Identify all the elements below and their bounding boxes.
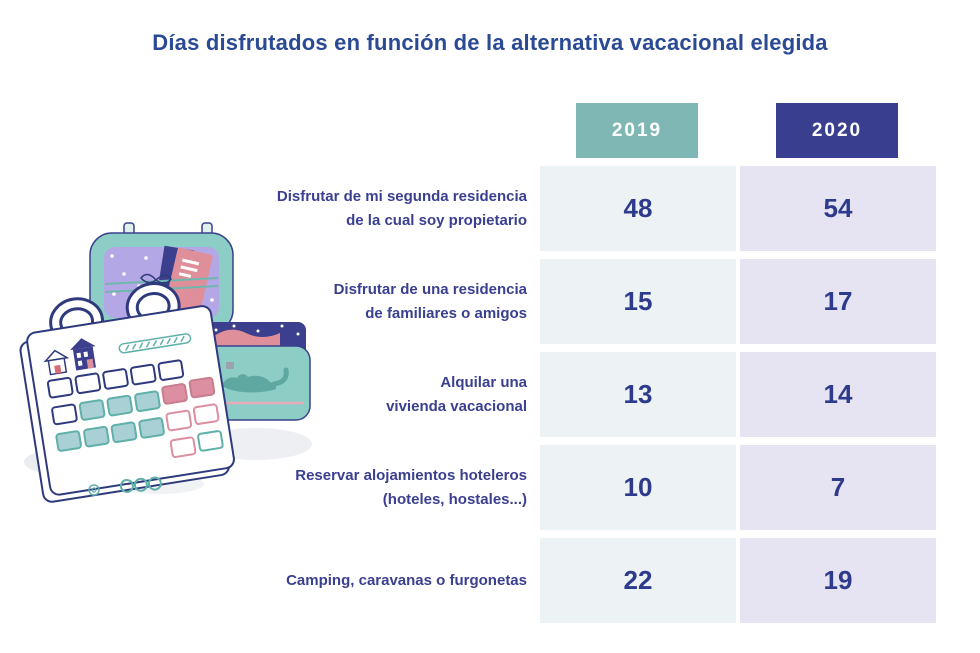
row-label: Disfrutar de una residencia de familiare…: [150, 259, 527, 344]
column-header-2019: 2019: [576, 103, 698, 158]
ruled-bar: [118, 333, 192, 354]
row-label: Disfrutar de mi segunda residencia de la…: [150, 166, 527, 251]
row-label-line: Reservar alojamientos hoteleros: [295, 466, 527, 484]
value-cell-2020: 19: [740, 538, 936, 623]
table-row: Reservar alojamientos hoteleros (hoteles…: [0, 445, 980, 530]
row-label-line: de la cual soy propietario: [346, 211, 527, 229]
value-cell-2019: 15: [540, 259, 736, 344]
chart-title: Días disfrutados en función de la altern…: [152, 30, 828, 55]
table-row: Camping, caravanas o furgonetas 22 19: [0, 538, 980, 623]
row-label-line: (hoteles, hostales...): [382, 490, 527, 508]
row-label-line: Disfrutar de una residencia: [333, 280, 527, 298]
row-label: Reservar alojamientos hoteleros (hoteles…: [150, 445, 527, 530]
flip-calendar: [19, 282, 235, 503]
value-cell-2019: 10: [540, 445, 736, 530]
row-label-line: vivienda vacacional: [386, 397, 527, 415]
row-label-line: Alquilar una: [440, 373, 527, 391]
value-cell-2019: 13: [540, 352, 736, 437]
row-label-line: Camping, caravanas o furgonetas: [286, 571, 527, 589]
value-cell-2020: 17: [740, 259, 936, 344]
value-cell-2020: 54: [740, 166, 936, 251]
table-row: Alquilar una vivienda vacacional 13 14: [0, 352, 980, 437]
column-header-2020: 2020: [776, 103, 898, 158]
row-label-line: de familiares o amigos: [365, 304, 527, 322]
calendar-grid: [46, 359, 224, 458]
value-cell-2019: 48: [540, 166, 736, 251]
bottom-coil: [119, 476, 162, 493]
suitcase-calendar-illustration: [19, 222, 312, 503]
row-label: Camping, caravanas o furgonetas: [150, 538, 527, 623]
value-cell-2020: 7: [740, 445, 936, 530]
row-label-line: Disfrutar de mi segunda residencia: [276, 187, 527, 205]
table-row: Disfrutar de una residencia de familiare…: [0, 259, 980, 344]
houses-icon: [43, 338, 96, 376]
value-cell-2019: 22: [540, 538, 736, 623]
small-spiral: [88, 484, 100, 496]
row-label: Alquilar una vivienda vacacional: [150, 352, 527, 437]
table-row: Disfrutar de mi segunda residencia de la…: [0, 166, 980, 251]
value-cell-2020: 14: [740, 352, 936, 437]
buckle: [226, 362, 234, 369]
cat-silhouette: [222, 374, 277, 393]
